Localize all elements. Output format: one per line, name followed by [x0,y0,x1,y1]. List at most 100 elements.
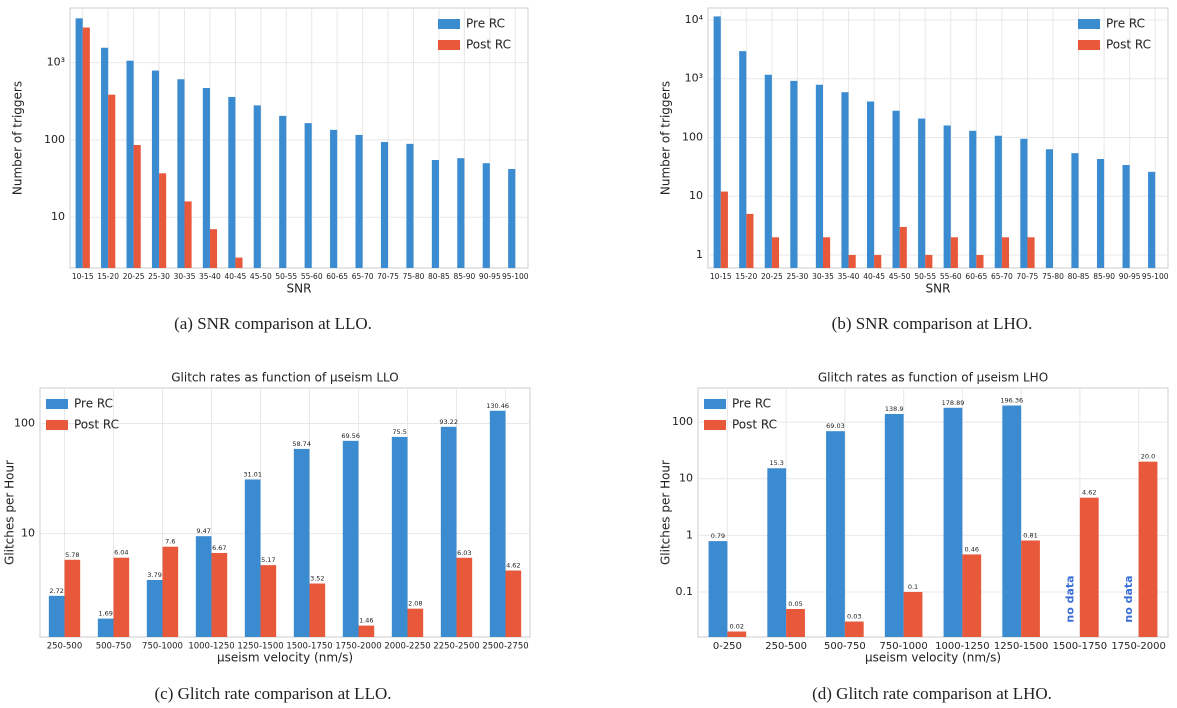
bar [48,595,65,637]
y-tick-label: 0.1 [676,585,694,598]
data-label: 1.46 [359,617,373,625]
data-label: 69.03 [826,422,845,430]
x-tick-label: 55-60 [301,272,323,281]
x-tick-label: 45-50 [250,272,272,281]
x-tick-label: 35-40 [199,272,221,281]
bar [892,110,900,269]
bar [508,169,516,268]
bar [209,229,218,268]
x-tick-label: 1250-1500 [994,641,1049,652]
x-tick-label: 65-70 [352,272,374,281]
bar [767,468,787,637]
bar [355,134,363,268]
chart: 0.1 1 10 100 0-250 0.79 0.02 250-500 15.3 0.05 500… [659,371,1169,703]
bar [457,158,465,268]
y-tick-label: 10 [51,210,65,223]
bar [64,559,81,637]
caption: (d) Glitch rate comparison at LHO. [812,684,1052,703]
bar [253,105,261,268]
bar [708,541,728,637]
x-tick-label: 75-80 [403,272,425,281]
x-tick-label: 50-55 [914,272,936,281]
legend-label: Pre RC [466,17,505,31]
legend-label: Pre RC [1106,17,1145,31]
x-axis-label: μseism velocity (nm/s) [217,651,353,665]
bar [380,142,389,268]
x-tick-label: 1500-1750 [286,642,332,652]
chart-title: Glitch rates as function of μseism LLO [171,371,399,385]
bar [994,135,1002,268]
bar [101,47,109,269]
bar [431,159,439,268]
x-tick-label: 1750-2000 [1111,641,1166,652]
legend-swatch [46,420,68,430]
bar [903,591,923,637]
y-tick-label: 10 [679,472,693,485]
bar [133,144,141,268]
bar [739,51,747,269]
x-tick-label: 40-45 [863,272,885,281]
chart: 1 10 100 10³ 10⁴ 10-15 15-20 20-25 25-30 30-35 35-… [659,7,1169,333]
bar [1027,237,1035,268]
bar [874,254,882,268]
bar [235,257,243,268]
x-tick-label: 1000-1250 [188,642,234,652]
legend-swatch [438,40,460,50]
data-label: 31.01 [243,470,262,478]
data-label: 6.04 [114,549,128,557]
legend-swatch [1078,40,1100,50]
bar [177,79,185,269]
data-label: 6.03 [457,549,471,557]
x-tick-label: 90-95 [1119,272,1141,281]
x-tick-label: 80-85 [1068,272,1090,281]
x-tick-label: 35-40 [838,272,860,281]
y-axis-label: Glitches per Hour [659,460,673,565]
bar [1096,159,1105,268]
x-tick-label: 40-45 [224,272,246,281]
data-label: 7.6 [165,538,175,546]
data-label: 69.56 [341,432,360,440]
x-tick-label: 85-90 [1093,272,1115,281]
x-tick-label: 45-50 [889,272,911,281]
y-tick-label: 10⁴ [685,13,704,26]
y-tick-label: 10³ [685,72,703,85]
x-tick-label: 1750-2000 [335,642,381,652]
bar [482,163,490,268]
bar [943,125,951,268]
legend-label: Post RC [466,38,511,52]
x-axis-label: μseism velocity (nm/s) [865,651,1001,665]
x-tick-label: 750-1000 [142,642,183,652]
bar [1122,165,1130,268]
caption: (c) Glitch rate comparison at LLO. [155,684,392,703]
bar [162,546,179,637]
data-label: 5.17 [261,556,275,564]
y-axis-label: Number of triggers [659,81,673,195]
data-label: 75.5 [392,428,406,436]
bar [159,173,167,268]
bar [184,201,192,268]
data-label: 15.3 [769,459,783,467]
legend-label: Pre RC [732,397,771,411]
bar [918,118,926,268]
bar [943,407,963,637]
caption: (b) SNR comparison at LHO. [832,314,1033,333]
y-tick-label: 100 [672,415,693,428]
x-tick-label: 15-20 [735,272,757,281]
bar [407,608,424,637]
bar [440,426,457,637]
bar [304,123,312,268]
bar [815,84,823,269]
x-tick-label: 1250-1500 [237,642,283,652]
x-tick-label: 20-25 [761,272,783,281]
bar [1148,171,1156,268]
data-label: 2.08 [408,600,422,608]
bar [848,254,856,268]
bar [456,557,473,637]
x-tick-label: 250-500 [47,642,83,652]
bar [1001,237,1010,268]
bar [342,440,359,637]
x-tick-label: 70-75 [377,272,399,281]
x-tick-label: 60-65 [326,272,348,281]
chart: 10 100 250-500 2.72 5.78 500-750 1.69 6.04 750-1… [3,371,531,703]
x-tick-label: 750-1000 [880,641,928,652]
